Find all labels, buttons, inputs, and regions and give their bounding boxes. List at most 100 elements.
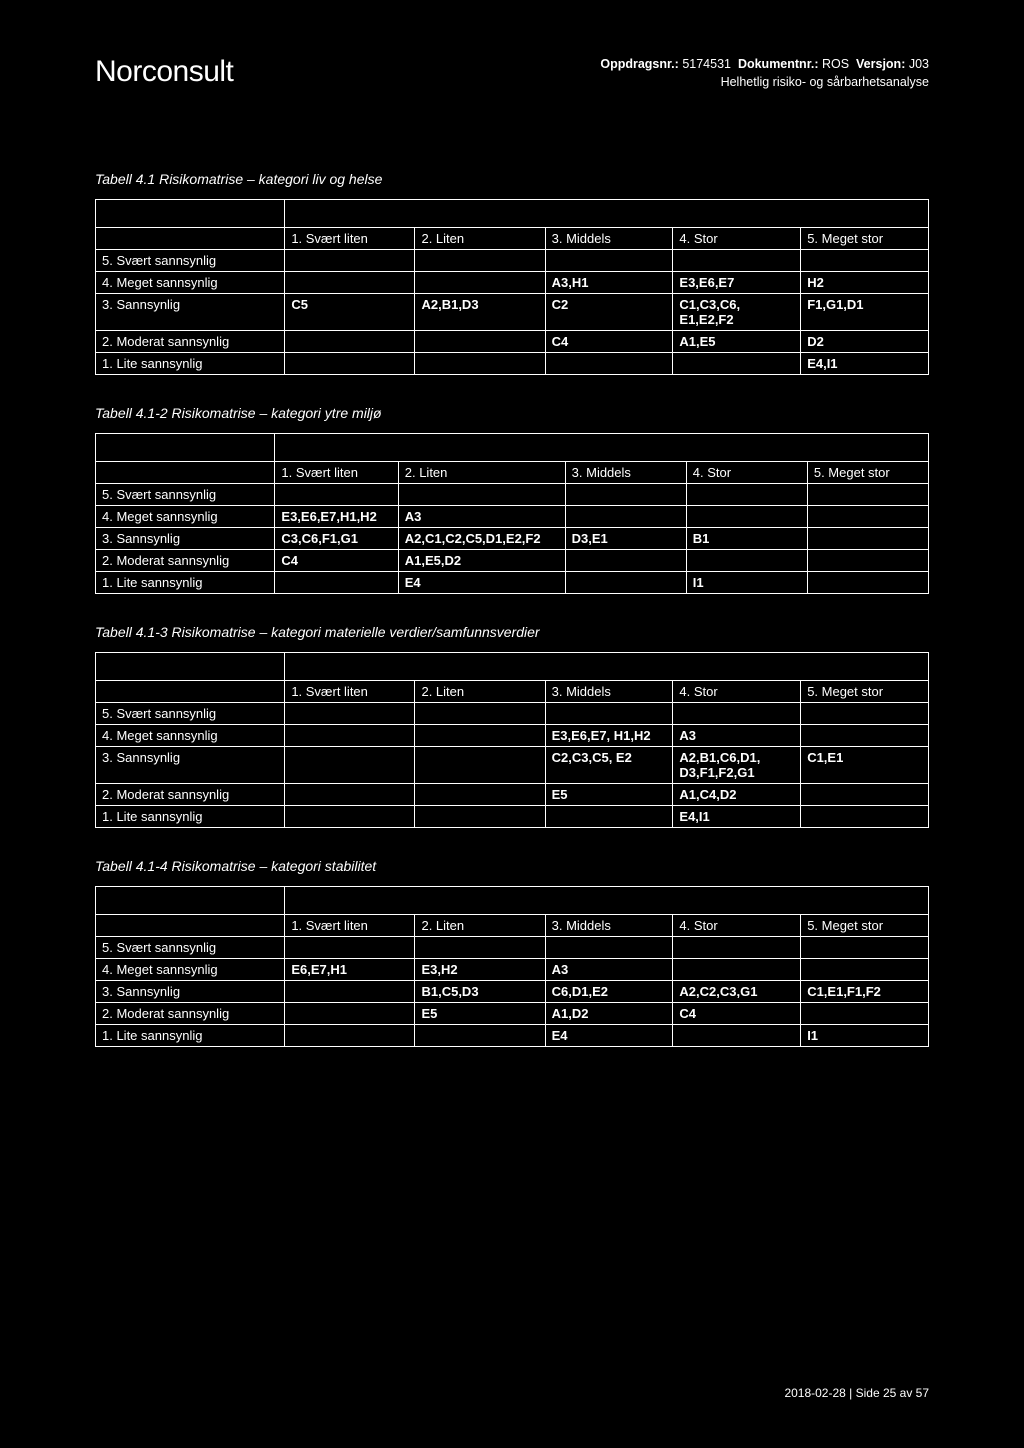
table-block-3: Tabell 4.1-3 Risikomatrise – kategori ma… (95, 624, 929, 828)
row-label: 5. Svært sannsynlig (96, 703, 285, 725)
row-label: 4. Meget sannsynlig (96, 506, 275, 528)
col-header: 1. Svært liten (285, 228, 415, 250)
col-header: 1. Svært liten (275, 462, 398, 484)
cell: C2 (545, 294, 673, 331)
cell: A1,E5,D2 (398, 550, 565, 572)
cell: C4 (673, 1003, 801, 1025)
risk-table-4: 1. Svært liten 2. Liten 3. Middels 4. St… (95, 886, 929, 1047)
col-header: 5. Meget stor (801, 228, 929, 250)
cell: A3 (545, 959, 673, 981)
cell: I1 (686, 572, 807, 594)
cell: A2,C2,C3,G1 (673, 981, 801, 1003)
col-header: 3. Middels (565, 462, 686, 484)
row-label: 5. Svært sannsynlig (96, 484, 275, 506)
meta-subtitle: Helhetlig risiko- og sårbarhetsanalyse (600, 73, 929, 91)
page-footer: 2018-02-28 | Side 25 av 57 (784, 1386, 929, 1400)
cell: A3,H1 (545, 272, 673, 294)
cell: E3,H2 (415, 959, 545, 981)
cell: A2,B1,D3 (415, 294, 545, 331)
cell: A2,C1,C2,C5,D1,E2,F2 (398, 528, 565, 550)
meta-label-versjon: Versjon: (856, 57, 905, 71)
cell: A2,B1,C6,D1, D3,F1,F2,G1 (673, 747, 801, 784)
col-header: 3. Middels (545, 681, 673, 703)
cell: E3,E6,E7 (673, 272, 801, 294)
row-label: 3. Sannsynlig (96, 981, 285, 1003)
meta-val-versjon: J03 (909, 57, 929, 71)
cell: E5 (545, 784, 673, 806)
col-header: 5. Meget stor (807, 462, 928, 484)
cell: C2,C3,C5, E2 (545, 747, 673, 784)
cell: A1,D2 (545, 1003, 673, 1025)
row-label: 3. Sannsynlig (96, 747, 285, 784)
col-header: 4. Stor (686, 462, 807, 484)
table-block-4: Tabell 4.1-4 Risikomatrise – kategori st… (95, 858, 929, 1047)
cell: A1,C4,D2 (673, 784, 801, 806)
cell: B1 (686, 528, 807, 550)
cell: E4,I1 (801, 353, 929, 375)
cell: E3,E6,E7, H1,H2 (545, 725, 673, 747)
row-label: 4. Meget sannsynlig (96, 725, 285, 747)
cell: A3 (398, 506, 565, 528)
header-meta: Oppdragsnr.: 5174531 Dokumentnr.: ROS Ve… (600, 55, 929, 91)
cell: D3,E1 (565, 528, 686, 550)
table-block-1: Tabell 4.1 Risikomatrise – kategori liv … (95, 171, 929, 375)
cell: I1 (801, 1025, 929, 1047)
cell: E3,E6,E7,H1,H2 (275, 506, 398, 528)
col-header: 2. Liten (398, 462, 565, 484)
cell: C1,E1,F1,F2 (801, 981, 929, 1003)
cell: E6,E7,H1 (285, 959, 415, 981)
col-header: 1. Svært liten (285, 681, 415, 703)
table-block-2: Tabell 4.1-2 Risikomatrise – kategori yt… (95, 405, 929, 594)
row-label: 1. Lite sannsynlig (96, 806, 285, 828)
table-caption-2: Tabell 4.1-2 Risikomatrise – kategori yt… (95, 405, 929, 421)
cell: B1,C5,D3 (415, 981, 545, 1003)
cell: C5 (285, 294, 415, 331)
row-label: 3. Sannsynlig (96, 528, 275, 550)
cell: E4,I1 (673, 806, 801, 828)
cell: D2 (801, 331, 929, 353)
meta-label-oppdragsnr: Oppdragsnr.: (600, 57, 678, 71)
cell: F1,G1,D1 (801, 294, 929, 331)
cell: A1,E5 (673, 331, 801, 353)
col-header: 2. Liten (415, 228, 545, 250)
cell: C1,C3,C6, E1,E2,F2 (673, 294, 801, 331)
cell: C3,C6,F1,G1 (275, 528, 398, 550)
meta-val-dokumentnr: ROS (822, 57, 849, 71)
col-header: 5. Meget stor (801, 681, 929, 703)
meta-val-oppdragsnr: 5174531 (682, 57, 731, 71)
table-caption-1: Tabell 4.1 Risikomatrise – kategori liv … (95, 171, 929, 187)
risk-table-2: 1. Svært liten 2. Liten 3. Middels 4. St… (95, 433, 929, 594)
row-label: 2. Moderat sannsynlig (96, 784, 285, 806)
logo: Norconsult (95, 55, 233, 89)
row-label: 5. Svært sannsynlig (96, 937, 285, 959)
row-label: 1. Lite sannsynlig (96, 572, 275, 594)
cell: C1,E1 (801, 747, 929, 784)
cell: A3 (673, 725, 801, 747)
cell: E5 (415, 1003, 545, 1025)
table-caption-4: Tabell 4.1-4 Risikomatrise – kategori st… (95, 858, 929, 874)
row-label: 2. Moderat sannsynlig (96, 550, 275, 572)
risk-table-1: 1. Svært liten 2. Liten 3. Middels 4. St… (95, 199, 929, 375)
cell: C4 (545, 331, 673, 353)
cell: E4 (398, 572, 565, 594)
col-header: 4. Stor (673, 915, 801, 937)
col-header: 3. Middels (545, 228, 673, 250)
cell: C4 (275, 550, 398, 572)
meta-label-dokumentnr: Dokumentnr.: (738, 57, 819, 71)
risk-table-3: 1. Svært liten 2. Liten 3. Middels 4. St… (95, 652, 929, 828)
col-header: 4. Stor (673, 228, 801, 250)
row-label: 5. Svært sannsynlig (96, 250, 285, 272)
row-label: 2. Moderat sannsynlig (96, 1003, 285, 1025)
row-label: 1. Lite sannsynlig (96, 353, 285, 375)
col-header: 2. Liten (415, 681, 545, 703)
row-label: 2. Moderat sannsynlig (96, 331, 285, 353)
row-label: 4. Meget sannsynlig (96, 272, 285, 294)
col-header: 1. Svært liten (285, 915, 415, 937)
col-header: 5. Meget stor (801, 915, 929, 937)
table-caption-3: Tabell 4.1-3 Risikomatrise – kategori ma… (95, 624, 929, 640)
col-header: 3. Middels (545, 915, 673, 937)
col-header: 2. Liten (415, 915, 545, 937)
cell: H2 (801, 272, 929, 294)
row-label: 3. Sannsynlig (96, 294, 285, 331)
cell: E4 (545, 1025, 673, 1047)
